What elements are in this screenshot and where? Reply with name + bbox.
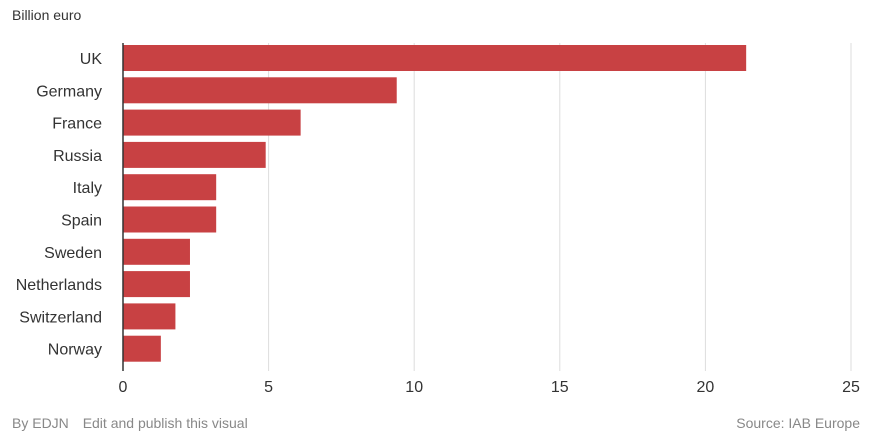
category-label: Germany <box>36 83 102 100</box>
source-note: Source: IAB Europe <box>736 415 860 431</box>
byline: By EDJN <box>12 415 69 431</box>
x-tick-label: 20 <box>697 379 715 396</box>
edit-visual-link[interactable]: Edit and publish this visual <box>82 415 248 431</box>
category-label: Norway <box>48 342 102 359</box>
bar[interactable] <box>123 335 161 362</box>
x-tick-label: 0 <box>119 379 128 396</box>
category-label: Sweden <box>44 245 102 262</box>
category-label: Netherlands <box>16 277 102 294</box>
x-tick-label: 25 <box>842 379 860 396</box>
bar[interactable] <box>123 141 266 168</box>
category-label: Switzerland <box>19 309 102 326</box>
category-label: Italy <box>73 180 102 197</box>
bar[interactable] <box>123 174 217 201</box>
bar[interactable] <box>123 77 397 104</box>
category-label: Spain <box>61 213 102 230</box>
bar-chart: UK Germany France Russia Italy Spain Sweden Net… <box>16 43 860 396</box>
bar[interactable] <box>123 271 190 298</box>
footer-credits: By EDJN Edit and publish this visual <box>12 415 248 431</box>
x-tick-label: 5 <box>264 379 273 396</box>
x-tick-label: 10 <box>405 379 423 396</box>
category-label: France <box>52 116 102 133</box>
category-label: Russia <box>53 148 102 165</box>
bar[interactable] <box>123 109 301 136</box>
bar[interactable] <box>123 45 747 71</box>
bar[interactable] <box>123 303 176 330</box>
unit-label: Billion euro <box>12 7 82 23</box>
category-label: UK <box>80 51 103 68</box>
bar[interactable] <box>123 206 217 233</box>
x-tick-label: 15 <box>551 379 569 396</box>
bar[interactable] <box>123 238 190 265</box>
